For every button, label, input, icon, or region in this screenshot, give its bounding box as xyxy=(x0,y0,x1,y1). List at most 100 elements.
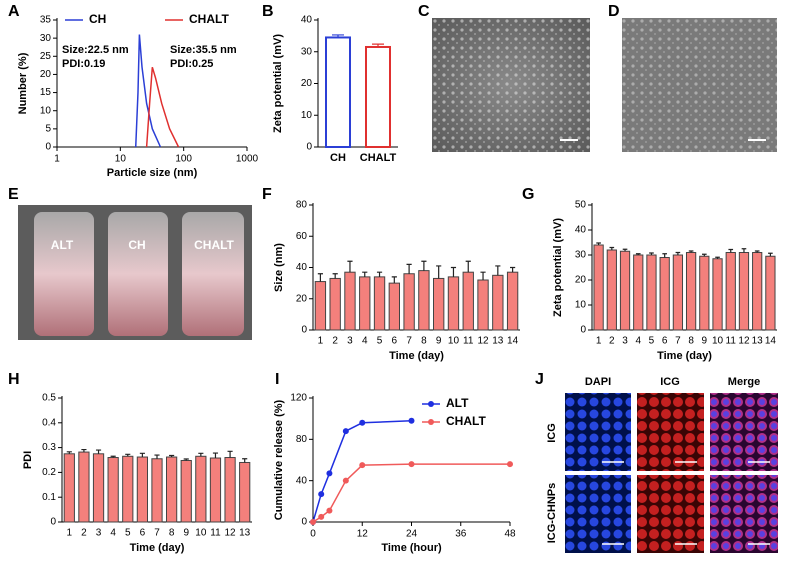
error-bar xyxy=(436,265,442,279)
y-tick-label: 40 xyxy=(296,475,308,486)
bar xyxy=(373,276,386,331)
legend-label: CH xyxy=(89,12,106,26)
column-label: DAPI xyxy=(585,376,611,388)
vial-label: ALT xyxy=(51,238,74,252)
x-tick-label: 13 xyxy=(752,336,764,347)
panel-label: D xyxy=(608,3,620,20)
x-tick-label: 8 xyxy=(421,336,427,347)
bar xyxy=(209,457,222,523)
bar xyxy=(180,459,192,523)
x-axis-label: Particle size (nm) xyxy=(107,167,198,179)
error-bar xyxy=(715,256,720,259)
column-label: ICG xyxy=(660,376,680,388)
bar xyxy=(365,45,391,148)
x-tick-label: 13 xyxy=(492,336,504,347)
x-tick-label: 5 xyxy=(125,528,131,539)
y-axis-label: Size (nm) xyxy=(273,243,285,292)
bar xyxy=(329,277,341,331)
bar xyxy=(195,455,207,523)
panel-label: I xyxy=(275,371,279,388)
y-tick-label: 0.1 xyxy=(42,492,56,503)
y-tick-label: 30 xyxy=(40,33,52,44)
x-tick-label: 24 xyxy=(406,529,418,540)
x-tick-label: 4 xyxy=(362,336,368,347)
series-line xyxy=(145,66,180,148)
x-tick-label: 13 xyxy=(239,528,251,539)
y-axis-label: Zeta potential (mV) xyxy=(552,218,564,317)
error-bar xyxy=(596,242,601,245)
error-bar xyxy=(728,248,734,253)
bar xyxy=(699,255,710,331)
bar xyxy=(388,282,400,331)
x-tick-label: 6 xyxy=(392,336,398,347)
bar xyxy=(447,276,460,331)
micrograph xyxy=(565,475,631,553)
vial xyxy=(108,212,168,336)
y-tick-label: 30 xyxy=(301,46,313,57)
x-tick-label: 8 xyxy=(169,528,175,539)
bar xyxy=(477,279,489,331)
panel-label: H xyxy=(8,371,20,388)
x-tick-label: 5 xyxy=(649,336,655,347)
point xyxy=(342,428,349,435)
bar xyxy=(672,254,684,331)
bar xyxy=(314,281,327,331)
point xyxy=(359,462,366,469)
x-tick-label: 2 xyxy=(332,336,338,347)
x-tick-label: 11 xyxy=(463,336,474,347)
x-tick-label: 5 xyxy=(377,336,383,347)
x-tick-label: 9 xyxy=(702,336,708,347)
bar xyxy=(619,250,631,331)
error-bar xyxy=(154,454,160,459)
bar xyxy=(646,254,657,331)
y-tick-label: 0 xyxy=(580,325,586,336)
x-tick-label: 1000 xyxy=(236,154,259,165)
error-bar xyxy=(421,260,427,271)
x-tick-label: CH xyxy=(330,152,346,164)
error-bar xyxy=(347,260,353,273)
micrograph xyxy=(637,475,704,553)
point xyxy=(326,470,333,477)
y-axis-label: Number (%) xyxy=(17,52,29,114)
error-bar xyxy=(675,251,681,255)
panel-label: E xyxy=(8,186,19,203)
bar xyxy=(325,36,351,148)
micrograph xyxy=(710,475,778,553)
bar xyxy=(462,271,474,331)
error-bar xyxy=(391,276,397,284)
bar xyxy=(633,254,644,331)
x-tick-label: 48 xyxy=(504,529,516,540)
y-axis-label: PDI xyxy=(22,451,34,469)
bar xyxy=(224,457,236,523)
error-bar xyxy=(332,273,338,279)
error-bar xyxy=(741,248,747,253)
column-label: Merge xyxy=(728,376,760,388)
micrograph xyxy=(637,393,704,471)
x-tick-label: 2 xyxy=(609,336,615,347)
x-axis-label: Time (day) xyxy=(389,350,444,362)
error-bar xyxy=(198,452,204,457)
error-bar xyxy=(212,452,219,459)
y-tick-label: 0.3 xyxy=(42,442,56,453)
row-label: ICG-CHNPs xyxy=(546,483,558,544)
panel-label: G xyxy=(522,186,534,203)
x-tick-label: 4 xyxy=(110,528,116,539)
x-tick-label: 12 xyxy=(477,336,489,347)
x-tick-label: 8 xyxy=(688,336,694,347)
x-tick-label: 7 xyxy=(154,528,160,539)
x-tick-label: CHALT xyxy=(360,152,397,164)
series-line xyxy=(134,34,162,148)
point xyxy=(359,419,366,426)
error-bar xyxy=(362,271,368,277)
y-tick-label: 35 xyxy=(40,15,52,26)
bar xyxy=(166,456,178,523)
bar xyxy=(593,244,604,331)
bar xyxy=(685,252,697,331)
y-tick-label: 10 xyxy=(40,105,52,116)
bar xyxy=(738,252,750,331)
y-tick-label: 25 xyxy=(40,51,52,62)
annotation: Size:35.5 nm xyxy=(170,44,237,56)
bar xyxy=(606,249,617,331)
y-tick-label: 0 xyxy=(45,142,51,153)
